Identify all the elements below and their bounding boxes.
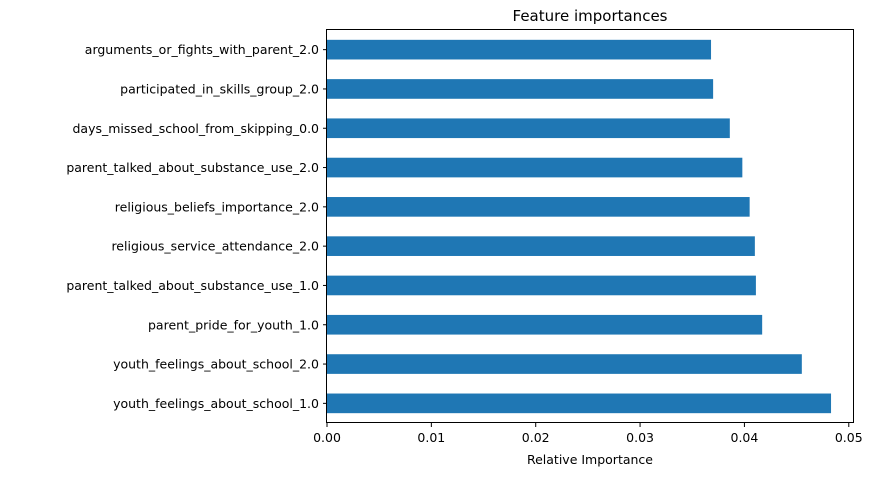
y-tick-label-3: parent_talked_about_substance_use_2.0	[66, 160, 319, 175]
y-tick-label-2: days_missed_school_from_skipping_0.0	[72, 121, 319, 136]
y-tick-labels: arguments_or_fights_with_parent_2.0parti…	[66, 42, 327, 411]
bar-2	[327, 118, 730, 139]
x-tick-label-3: 0.03	[626, 430, 654, 445]
chart-title: Feature importances	[513, 7, 668, 25]
bars-group	[327, 39, 832, 414]
y-tick-label-8: youth_feelings_about_school_2.0	[113, 357, 319, 372]
x-axis-label: Relative Importance	[527, 452, 653, 467]
bar-3	[327, 157, 743, 178]
plot-frame	[326, 29, 854, 423]
x-tick-label-1: 0.01	[417, 430, 445, 445]
bar-5	[327, 236, 755, 256]
y-tick-label-6: parent_talked_about_substance_use_1.0	[66, 278, 319, 293]
bar-1	[327, 79, 714, 99]
x-tick-label-5: 0.05	[835, 430, 863, 445]
x-tick-label-2: 0.02	[522, 430, 550, 445]
y-tick-label-9: youth_feelings_about_school_1.0	[113, 396, 319, 411]
y-tick-label-7: parent_pride_for_youth_1.0	[148, 317, 319, 332]
x-tick-label-4: 0.04	[731, 430, 759, 445]
bar-8	[327, 354, 802, 374]
bar-0	[327, 39, 712, 60]
bar-7	[327, 314, 763, 335]
y-tick-label-0: arguments_or_fights_with_parent_2.0	[85, 42, 319, 57]
bar-4	[327, 197, 750, 217]
bar-6	[327, 275, 756, 296]
y-tick-label-5: religious_service_attendance_2.0	[111, 239, 319, 254]
bar-9	[327, 393, 832, 414]
x-tick-label-0: 0.00	[313, 430, 341, 445]
y-tick-label-1: participated_in_skills_group_2.0	[120, 81, 319, 96]
x-axis-ticks: 0.00 0.01 0.02 0.03 0.04 0.05	[313, 423, 863, 445]
y-tick-label-4: religious_beliefs_importance_2.0	[115, 199, 319, 214]
